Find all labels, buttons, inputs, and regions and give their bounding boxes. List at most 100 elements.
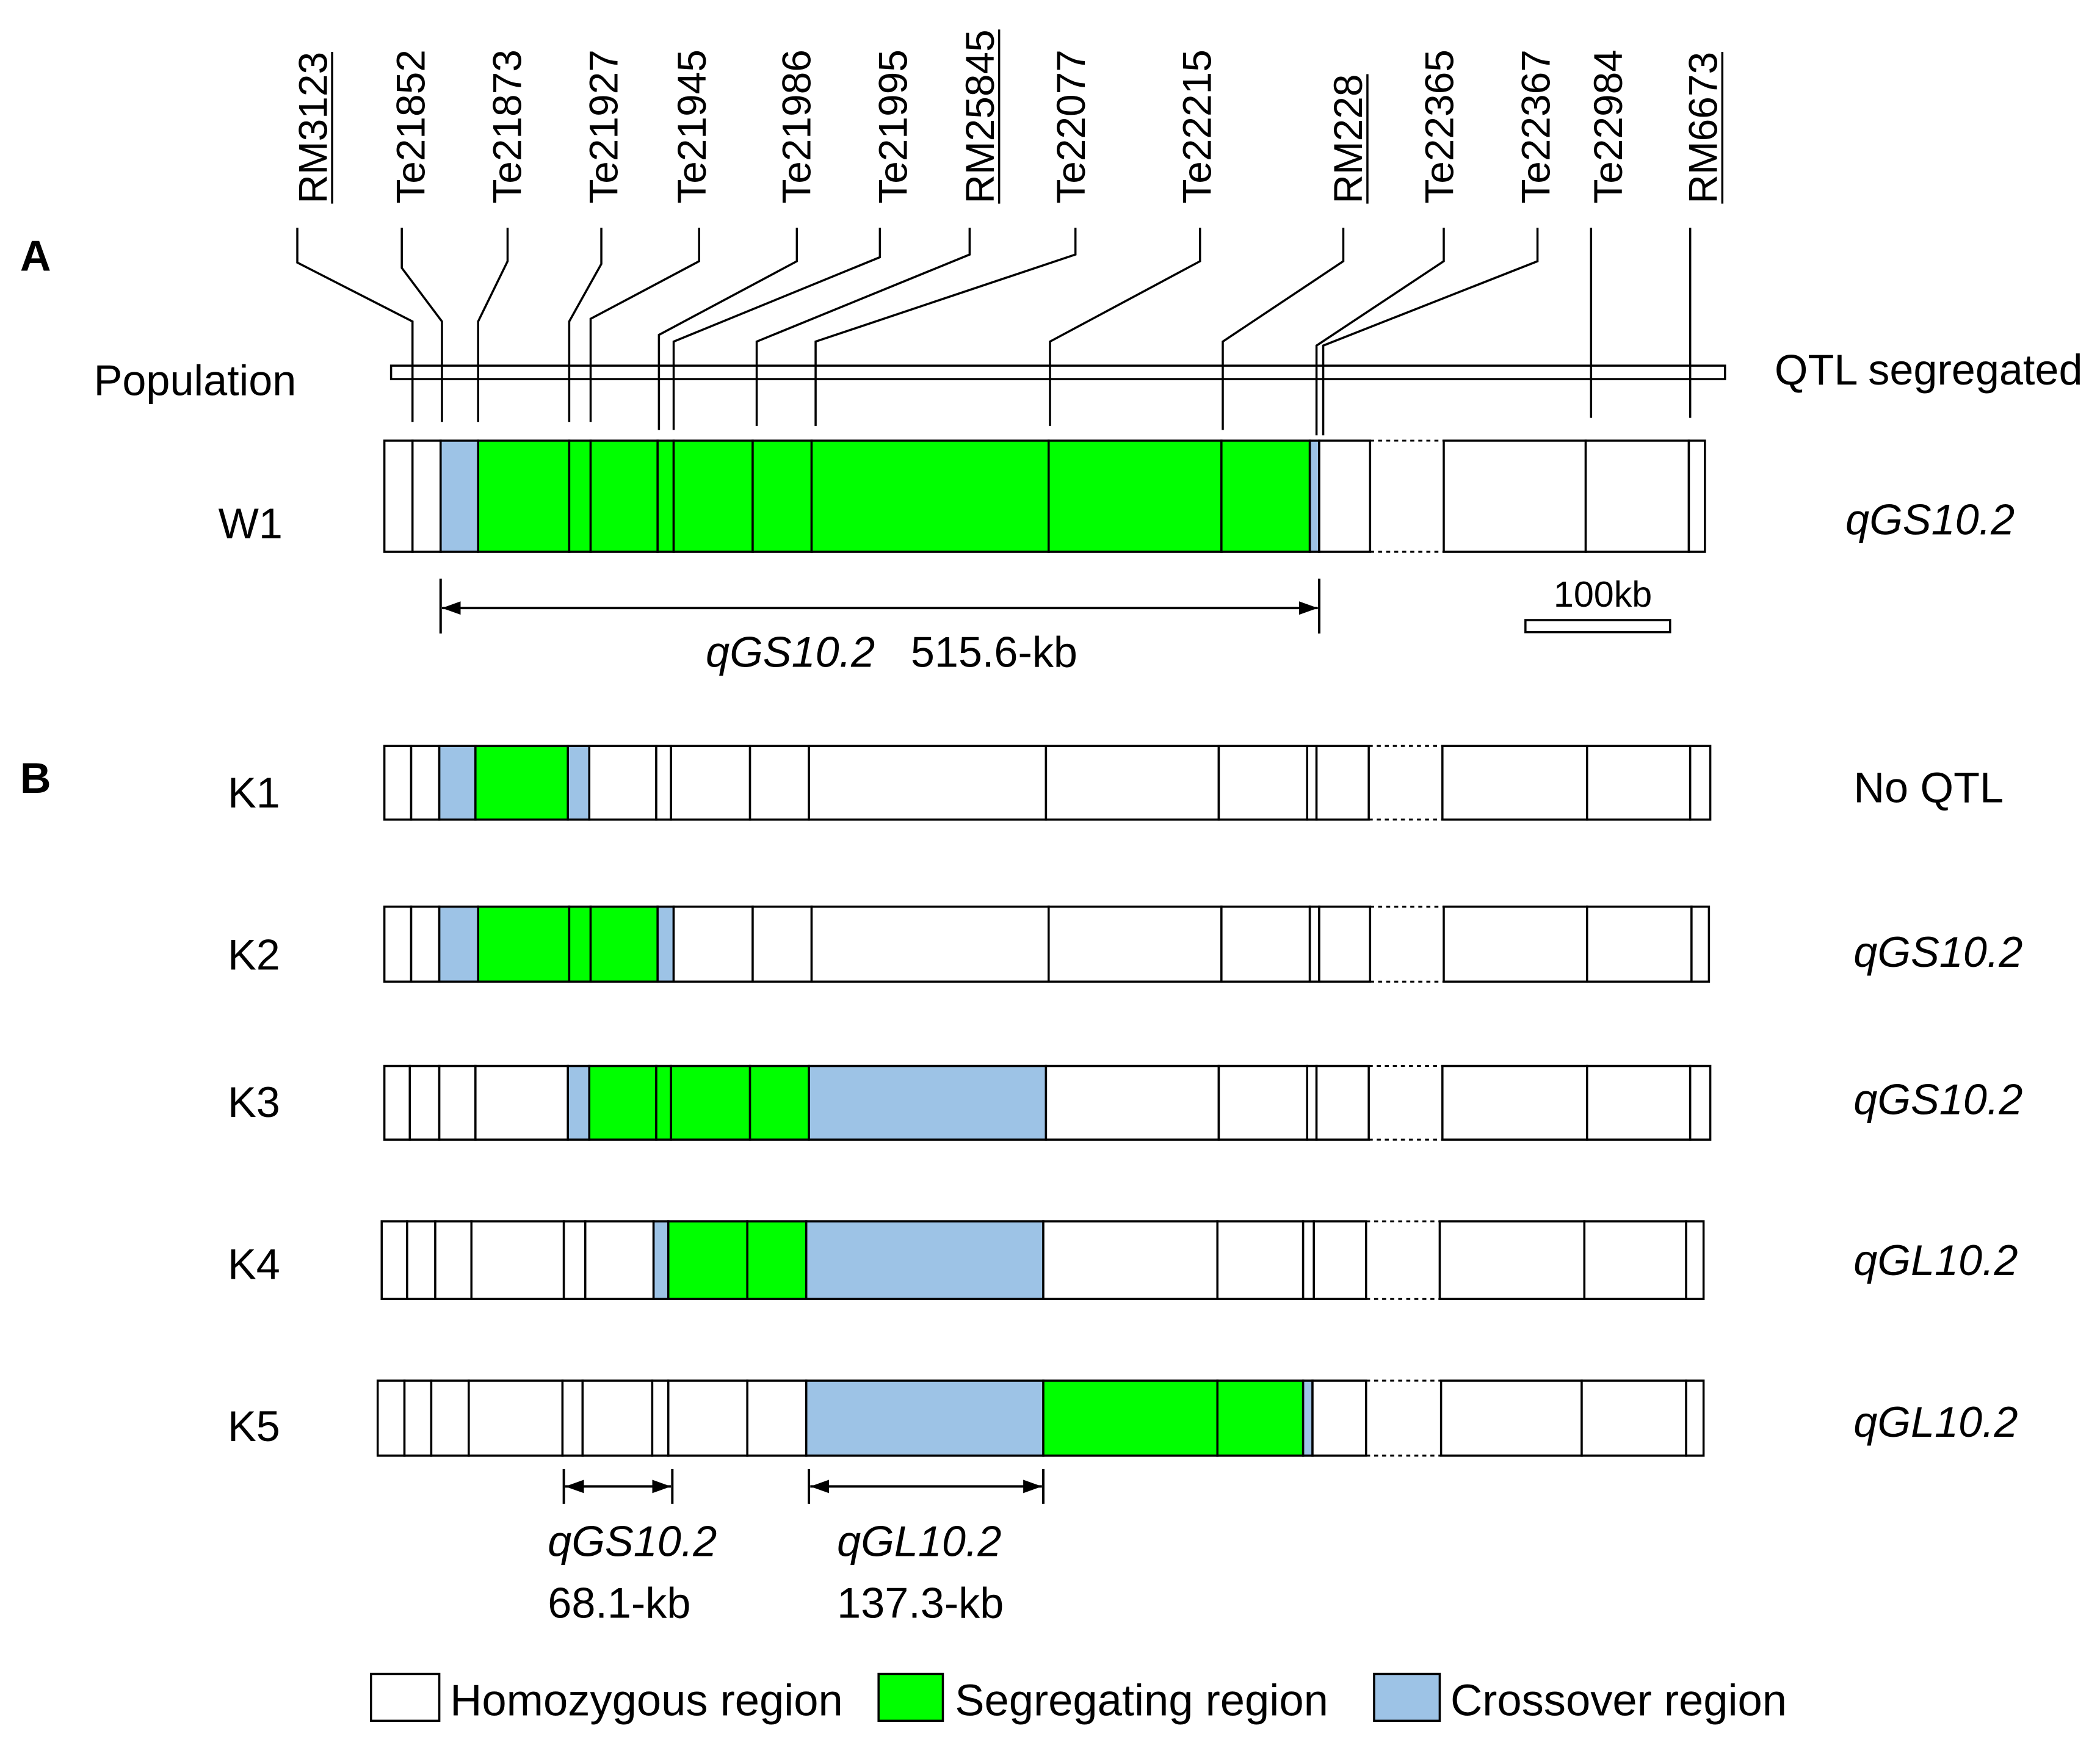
genotype-segment xyxy=(562,1220,587,1301)
row-label-k5: K5 xyxy=(228,1402,280,1450)
gap-segment xyxy=(1370,440,1444,552)
marker-leader-line xyxy=(814,228,1077,426)
genotype-segment xyxy=(383,439,414,553)
genotype-segment xyxy=(672,439,754,553)
genotype-segment xyxy=(667,1379,748,1457)
row-label-k2: K2 xyxy=(228,931,280,979)
interval-size: 68.1-kb xyxy=(548,1578,690,1627)
marker-leader-line xyxy=(568,228,603,422)
row-result-k1: No QTL xyxy=(1853,763,2004,811)
marker-label: Te21873 xyxy=(484,49,529,203)
genotype-segment xyxy=(670,745,751,821)
genotype-segment xyxy=(589,439,659,553)
marker-label: Te22365 xyxy=(1416,49,1461,203)
genotype-segment xyxy=(403,1379,433,1457)
genotype-segment xyxy=(1583,1220,1687,1301)
row-result-w1: qGS10.2 xyxy=(1845,496,2015,544)
genotype-segment xyxy=(1048,905,1223,983)
genotype-segment xyxy=(746,1220,808,1301)
interval-size: 515.6-kb xyxy=(911,628,1077,676)
genotype-segment xyxy=(810,439,1050,553)
genotype-segment xyxy=(1306,1064,1318,1141)
genotype-segment xyxy=(1216,1379,1305,1457)
genotype-segment xyxy=(1585,745,1692,821)
marker-label: Te22367 xyxy=(1513,49,1558,203)
genotype-segment xyxy=(380,1220,408,1301)
genotype-segment xyxy=(655,745,672,821)
marker-label: Te21852 xyxy=(388,49,433,203)
legend-label-crossover: Crossover region xyxy=(1450,1676,1787,1725)
genotype-segment xyxy=(748,745,810,821)
marker-leader-line xyxy=(657,228,798,430)
genotype-segment xyxy=(440,439,479,553)
row-result-k4: qGL10.2 xyxy=(1853,1236,2018,1284)
genotype-segment xyxy=(1689,1064,1712,1141)
legend-label-segregating: Segregating region xyxy=(955,1676,1328,1725)
genotype-segment xyxy=(1048,439,1223,553)
genotype-segment xyxy=(1443,439,1587,553)
genotype-segment xyxy=(468,1379,564,1457)
marker-labels: RM3123 Te21852 Te21873 Te21927 Te21945 T… xyxy=(290,29,1725,203)
legend-label-homozygous: Homozygous region xyxy=(450,1676,843,1725)
genotype-segment xyxy=(667,1220,748,1301)
genotype-segment xyxy=(567,745,591,821)
genotype-segment xyxy=(1585,1064,1692,1141)
legend: Homozygous region Segregating region Cro… xyxy=(369,1672,1787,1725)
genotype-segment xyxy=(1217,745,1308,821)
marker-leader-line xyxy=(296,228,414,422)
gap-segment xyxy=(1370,906,1444,982)
genotype-segment xyxy=(567,1064,591,1141)
panel-label-a: A xyxy=(20,231,51,280)
genotype-segment xyxy=(1441,745,1588,821)
genotype-segment xyxy=(376,1379,406,1457)
genotype-segment xyxy=(1318,905,1372,983)
genotype-segment xyxy=(430,1379,470,1457)
w1-qtl-interval: qGS10.2 515.6-kb xyxy=(439,578,1320,676)
genotype-segment xyxy=(383,1064,411,1141)
genotype-segment xyxy=(1689,745,1712,821)
fine-mapped-qgs-interval: qGS10.2 68.1-kb xyxy=(548,1469,717,1627)
row-label-k1: K1 xyxy=(228,768,280,817)
genotype-segment xyxy=(568,439,592,553)
genotype-segment xyxy=(1441,1064,1588,1141)
genotype-segment xyxy=(746,1379,808,1457)
genotype-segment xyxy=(1308,905,1320,983)
genotype-segment xyxy=(383,905,413,983)
marker-leader-line xyxy=(400,228,443,422)
marker-leader-line xyxy=(1049,228,1201,426)
genotype-segment xyxy=(406,1220,436,1301)
genotype-segment xyxy=(1315,745,1370,821)
genotype-segment xyxy=(805,1220,1045,1301)
genotype-segment xyxy=(588,745,657,821)
scale-bar-label: 100kb xyxy=(1554,574,1652,615)
marker-label: Te21995 xyxy=(870,49,915,203)
genotype-segment xyxy=(1220,905,1311,983)
interval-name: qGS10.2 xyxy=(548,1517,717,1565)
fine-mapped-qgl-interval: qGL10.2 137.3-kb xyxy=(808,1469,1045,1627)
genotype-segment xyxy=(477,439,571,553)
genotype-segment xyxy=(751,439,813,553)
interval-size: 137.3-kb xyxy=(837,1578,1004,1627)
genotype-segment xyxy=(1685,1379,1705,1457)
genotype-segment xyxy=(810,905,1050,983)
genotype-segment xyxy=(1216,1220,1305,1301)
genotype-segment xyxy=(438,1064,477,1141)
legend-swatch-homozygous xyxy=(369,1672,441,1722)
genotype-segment xyxy=(1045,1064,1220,1141)
genotype-segment xyxy=(1580,1379,1687,1457)
genotype-bar xyxy=(380,1220,1705,1301)
genotype-segment xyxy=(652,1220,670,1301)
genotype-segment xyxy=(1045,745,1220,821)
genotype-segment xyxy=(748,1064,810,1141)
genotype-segment xyxy=(1690,905,1711,983)
genotype-segment xyxy=(808,1064,1048,1141)
genotype-segment xyxy=(1687,439,1706,553)
genotype-segment xyxy=(477,905,571,983)
genotype-segment xyxy=(383,745,413,821)
genotype-segment xyxy=(1439,1379,1583,1457)
genotype-segment xyxy=(1220,439,1311,553)
genotype-segment xyxy=(1302,1379,1314,1457)
interval-name: qGS10.2 xyxy=(706,628,875,676)
